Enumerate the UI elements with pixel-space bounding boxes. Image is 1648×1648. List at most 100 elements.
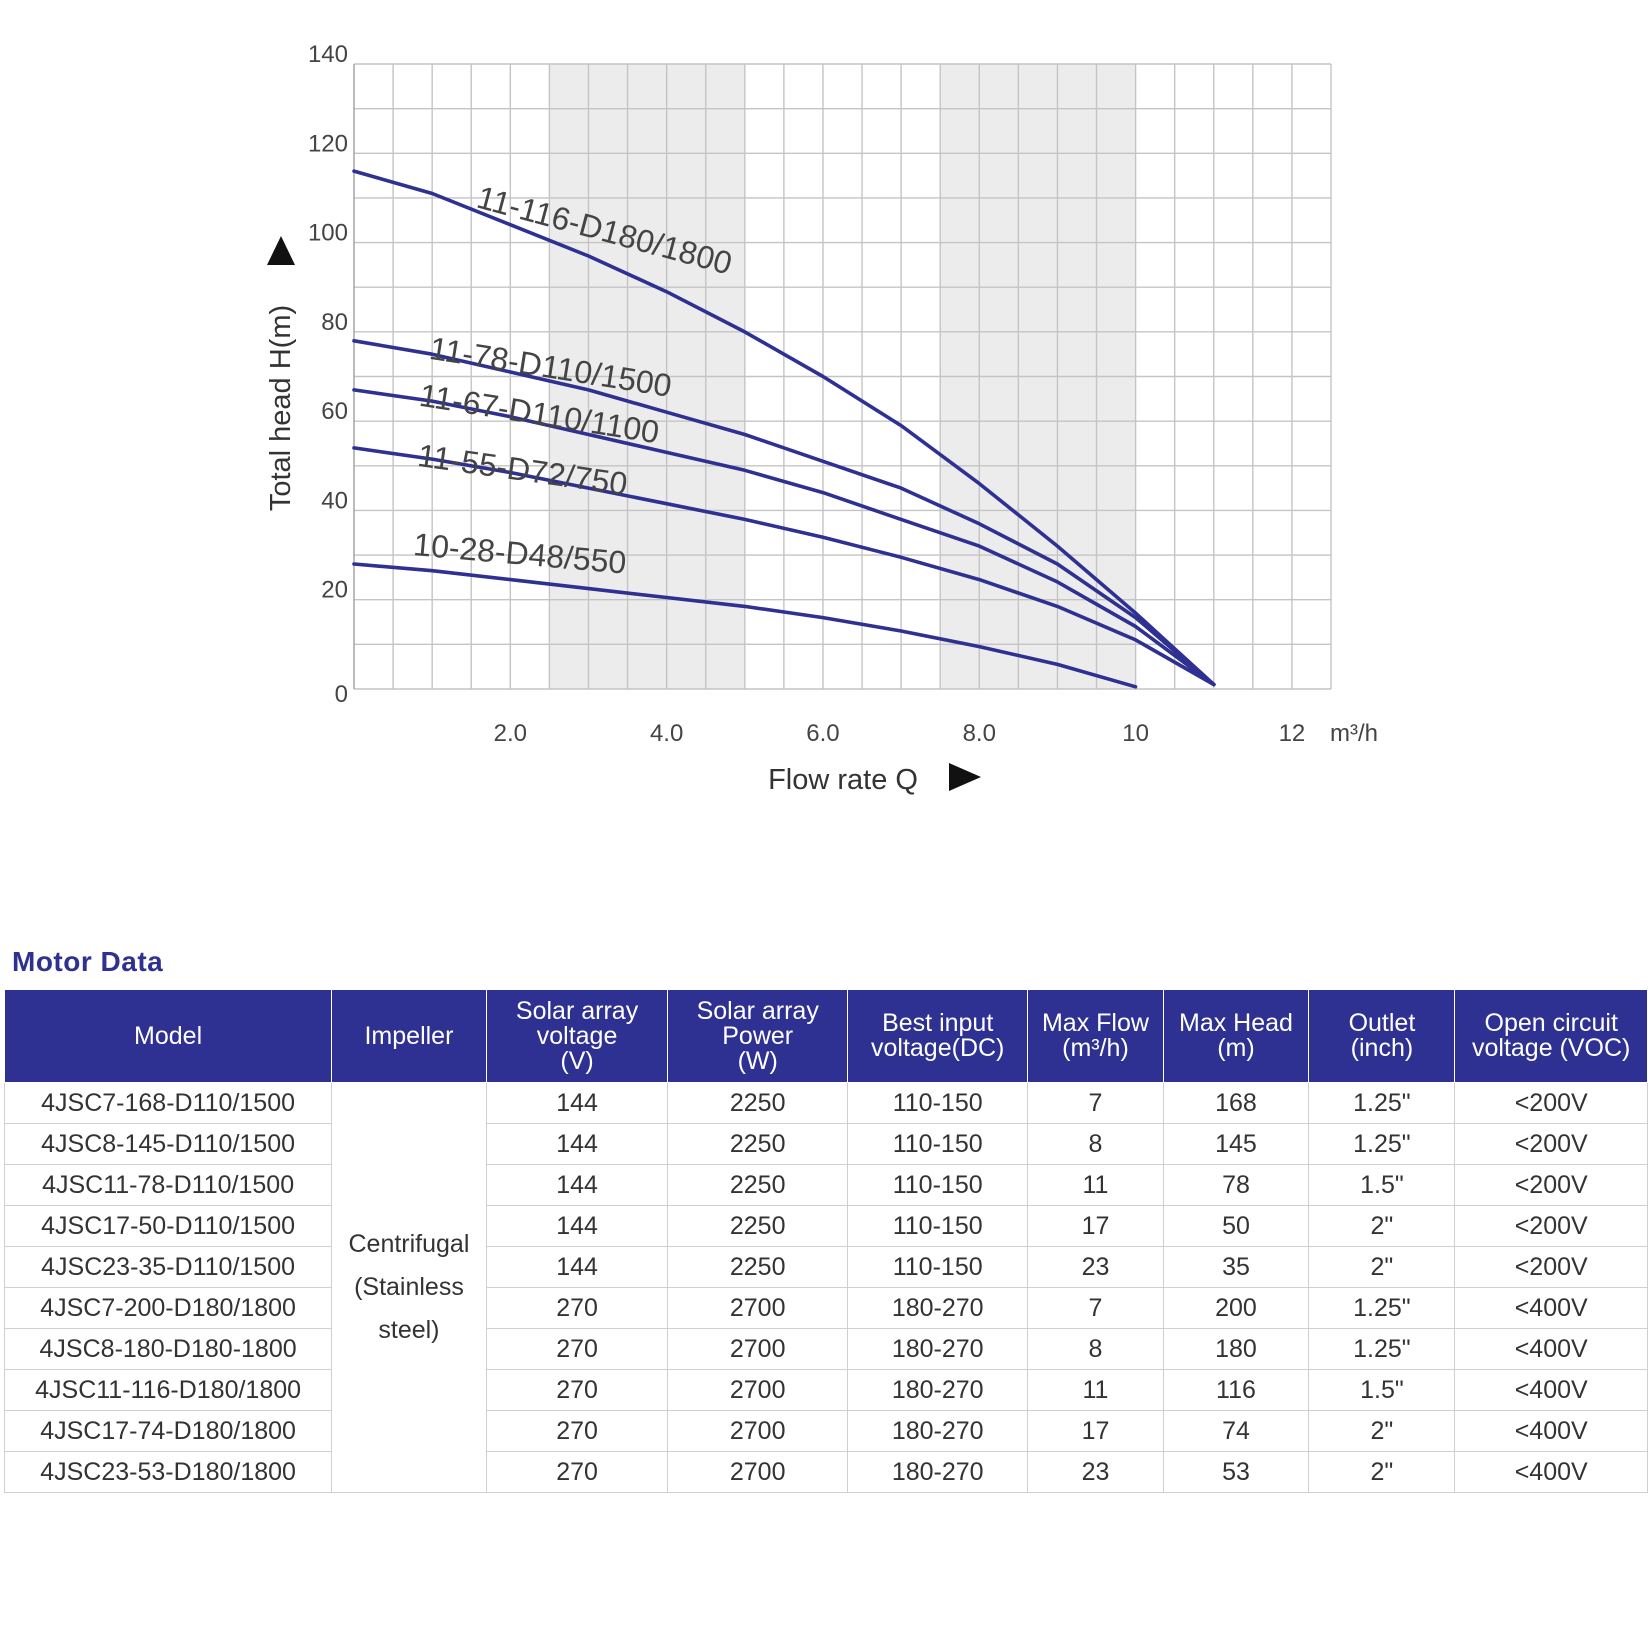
column-header-line: (inch): [1350, 1034, 1414, 1062]
y-tick-label: 100: [308, 220, 348, 247]
table-cell: <400V: [1454, 1328, 1648, 1370]
column-header-line: voltage(DC): [871, 1034, 1005, 1062]
column-header-line: Model: [134, 1021, 203, 1050]
y-tick-label: 20: [321, 577, 348, 604]
column-header-line: (V): [560, 1046, 594, 1075]
column-header-line: (m): [1217, 1034, 1255, 1062]
column-header: Open circuit voltage (VOC): [1454, 989, 1648, 1083]
table-row: 4JSC23-35-D110/1500 144 2250 110-150 23 35 2" <…: [3, 1246, 1648, 1288]
column-header-line: Best input: [882, 1009, 994, 1037]
performance-curves: [352, 169, 1216, 689]
table-cell: 2250: [667, 1205, 848, 1247]
curve-2: [352, 339, 1216, 687]
table-cell: 11: [1027, 1369, 1164, 1411]
column-header-line: (W): [737, 1046, 778, 1075]
table-cell: 2250: [667, 1246, 848, 1288]
table-cell: 7: [1027, 1082, 1164, 1124]
curve-1: [352, 169, 1216, 687]
table-cell: 110-150: [846, 1082, 1029, 1124]
column-header: Impeller: [331, 989, 487, 1083]
table-cell: 2": [1308, 1205, 1456, 1247]
y-tick-labels: 0 20 40 60 80 100 120 140: [308, 41, 348, 708]
impeller-line: (Stainless: [354, 1273, 464, 1301]
column-header: Outlet (inch): [1308, 989, 1456, 1083]
y-axis-title: Total head H(m): [265, 305, 297, 511]
table-cell: 2": [1308, 1410, 1456, 1452]
y-tick-label: 40: [321, 487, 348, 514]
column-header-line: Max Head: [1179, 1009, 1293, 1037]
y-tick-label: 60: [321, 398, 348, 425]
table-row: 4JSC17-50-D110/1500 144 2250 110-150 17 50 2" <…: [3, 1205, 1648, 1247]
table-cell: 7: [1027, 1287, 1164, 1329]
table-cell: 180-270: [846, 1369, 1029, 1411]
table-cell: 1.25": [1308, 1287, 1456, 1329]
table-cell: <200V: [1454, 1164, 1648, 1206]
table-row: 4JSC23-53-D180/1800 270 2700 180-270 23 53 2" <…: [3, 1451, 1648, 1493]
table-cell: 8: [1027, 1123, 1164, 1165]
table-cell: 50: [1162, 1205, 1310, 1247]
table-cell: <200V: [1454, 1205, 1648, 1247]
x-tick-label: 2.0: [494, 720, 527, 747]
table-cell: 144: [485, 1082, 669, 1124]
column-header: Solar array Power (W): [667, 989, 848, 1083]
table-cell: 270: [485, 1328, 669, 1370]
column-header-line: Power: [722, 1021, 794, 1050]
table-cell: 1.25": [1308, 1328, 1456, 1370]
motor-data-title: Motor Data: [12, 946, 164, 977]
table-cell: 4JSC7-168-D110/1500: [3, 1082, 333, 1124]
table-cell: 2": [1308, 1246, 1456, 1288]
x-tick-label: 8.0: [963, 720, 996, 747]
table-cell: 270: [485, 1451, 669, 1493]
table-cell: 110-150: [846, 1205, 1029, 1247]
table-cell: 144: [485, 1164, 669, 1206]
table-cell: 74: [1162, 1410, 1310, 1452]
table-cell: 4JSC8-145-D110/1500: [3, 1123, 333, 1165]
x-axis-arrow-icon: [949, 763, 981, 791]
impeller-line: steel): [378, 1316, 440, 1344]
table-cell: 1.25": [1308, 1082, 1456, 1124]
table-cell: 23: [1027, 1451, 1164, 1493]
table-cell: 35: [1162, 1246, 1310, 1288]
table-row: 4JSC17-74-D180/1800 270 2700 180-270 17 74 2" <…: [3, 1410, 1648, 1452]
table-cell: 53: [1162, 1451, 1310, 1493]
table-cell: 200: [1162, 1287, 1310, 1329]
table-row: 4JSC7-168-D110/1500 Centrifugal (Stainless…: [3, 1082, 1648, 1493]
y-tick-label: 120: [308, 130, 348, 157]
y-tick-label: 80: [321, 309, 348, 336]
table-cell: 11: [1027, 1164, 1164, 1206]
motor-data-table: Model Impeller Solar array voltage (V) Solar …: [3, 989, 1648, 1493]
table-cell: 180-270: [846, 1328, 1029, 1370]
table-cell: 2700: [667, 1287, 848, 1329]
table-cell: 270: [485, 1369, 669, 1411]
x-tick-label: 6.0: [806, 720, 839, 747]
table-cell: 2700: [667, 1369, 848, 1411]
column-header-line: Max Flow: [1041, 1009, 1149, 1037]
column-header: Max Flow (m³/h): [1027, 989, 1164, 1083]
impeller-cell: Centrifugal (Stainless steel): [331, 1082, 487, 1493]
y-tick-label: 0: [335, 681, 348, 708]
curve-3: [352, 388, 1216, 687]
table-cell: <200V: [1454, 1246, 1648, 1288]
table-cell: <200V: [1454, 1123, 1648, 1165]
table-cell: 2250: [667, 1164, 848, 1206]
table-cell: 180: [1162, 1328, 1310, 1370]
table-cell: 17: [1027, 1410, 1164, 1452]
column-header-line: Open circuit: [1484, 1009, 1618, 1037]
table-cell: 116: [1162, 1369, 1310, 1411]
table-cell: 2250: [667, 1123, 848, 1165]
table-header-row: Model Impeller Solar array voltage (V) Solar …: [3, 989, 1648, 1083]
table-cell: 168: [1162, 1082, 1310, 1124]
column-header: Solar array voltage (V): [485, 989, 669, 1083]
table-row: 4JSC7-200-D180/1800 270 2700 180-270 7 200 1.2…: [3, 1287, 1648, 1329]
table-row: 4JSC8-145-D110/1500 144 2250 110-150 8 145 1.2…: [3, 1123, 1648, 1165]
table-cell: 1.5": [1308, 1369, 1456, 1411]
curve-4: [352, 446, 1216, 687]
table-cell: 4JSC7-200-D180/1800: [3, 1287, 333, 1329]
x-unit-label: m³/h: [1330, 720, 1378, 747]
table-cell: 145: [1162, 1123, 1310, 1165]
table-row: 4JSC11-78-D110/1500 144 2250 110-150 11 78 1.5…: [3, 1164, 1648, 1206]
table-cell: 4JSC23-53-D180/1800: [3, 1451, 333, 1493]
table-cell: 4JSC23-35-D110/1500: [3, 1246, 333, 1288]
table-cell: 270: [485, 1287, 669, 1329]
